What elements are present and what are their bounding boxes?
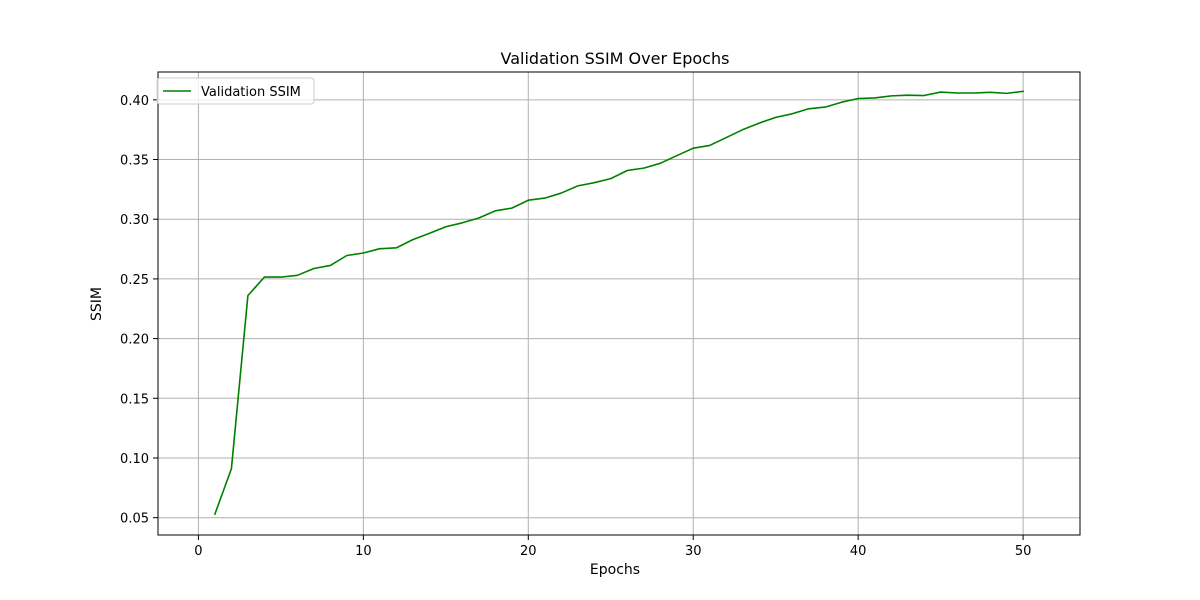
x-tick-label: 50: [1015, 544, 1032, 559]
legend-box: [156, 77, 315, 105]
grid-lines: [158, 72, 1080, 535]
y-axis-title: SSIM: [89, 287, 105, 321]
y-tick-label: 0.20: [120, 333, 149, 348]
x-tick-label: 20: [520, 544, 537, 559]
series-line-validation-ssim: [213, 90, 1024, 516]
y-tick-label: 0.15: [120, 392, 149, 407]
x-axis-ticks: 0 10 20 30 40 50: [194, 535, 1031, 559]
x-tick-label: 30: [685, 544, 702, 559]
y-tick-label: 0.30: [120, 213, 149, 228]
x-tick-label: 40: [850, 544, 867, 559]
x-tick-label: 10: [355, 544, 372, 559]
y-tick-label: 0.40: [120, 94, 149, 109]
y-tick-label: 0.05: [120, 512, 149, 527]
x-axis-title: Epochs: [590, 562, 640, 578]
x-tick-label: 0: [194, 544, 202, 559]
y-tick-label: 0.10: [120, 452, 149, 467]
legend: Validation SSIM: [156, 77, 315, 105]
legend-label-validation-ssim: Validation SSIM: [201, 85, 301, 100]
chart-title: Validation SSIM Over Epochs: [501, 49, 730, 68]
y-axis-ticks: 0.05 0.10 0.15 0.20 0.25 0.30 0.35 0.40: [120, 94, 158, 527]
plot-frame: [157, 71, 1081, 536]
y-tick-label: 0.25: [120, 273, 149, 288]
y-tick-label: 0.35: [120, 154, 149, 169]
